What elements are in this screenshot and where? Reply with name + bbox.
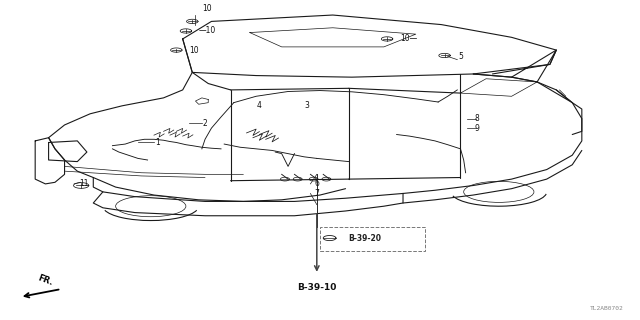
Text: TL2AB0702: TL2AB0702 — [589, 306, 623, 311]
Text: 10: 10 — [189, 45, 198, 55]
Text: B-39-10: B-39-10 — [297, 283, 337, 292]
Text: 9: 9 — [474, 124, 479, 132]
Text: FR.: FR. — [36, 274, 54, 287]
Text: 10: 10 — [202, 4, 211, 13]
Bar — [320, 227, 426, 251]
Text: 10—: 10— — [400, 35, 417, 44]
Text: 1: 1 — [155, 138, 159, 147]
Text: 2: 2 — [203, 119, 207, 128]
Text: 11: 11 — [79, 180, 88, 188]
Text: —10: —10 — [198, 27, 216, 36]
Text: 8: 8 — [474, 114, 479, 123]
Text: B-39-20: B-39-20 — [349, 234, 381, 243]
Text: 6: 6 — [314, 180, 319, 188]
Text: 4: 4 — [257, 101, 262, 110]
Text: 5: 5 — [458, 52, 463, 61]
Text: 3: 3 — [305, 101, 310, 110]
Text: 7: 7 — [314, 189, 319, 198]
